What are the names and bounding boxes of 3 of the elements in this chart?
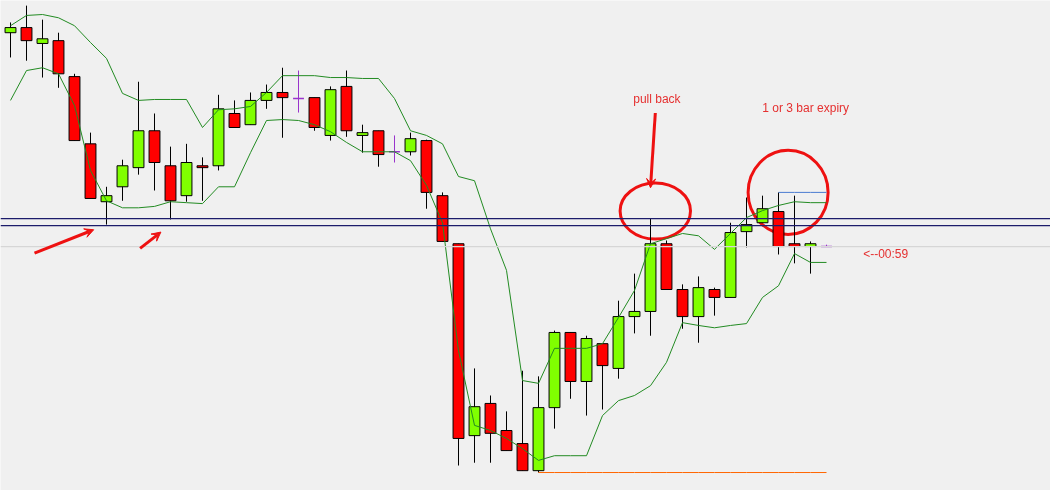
annotation: pull back (633, 92, 682, 107)
annotation: 1 or 3 bar expiry (762, 101, 850, 116)
text: <--00:59 (863, 247, 909, 262)
